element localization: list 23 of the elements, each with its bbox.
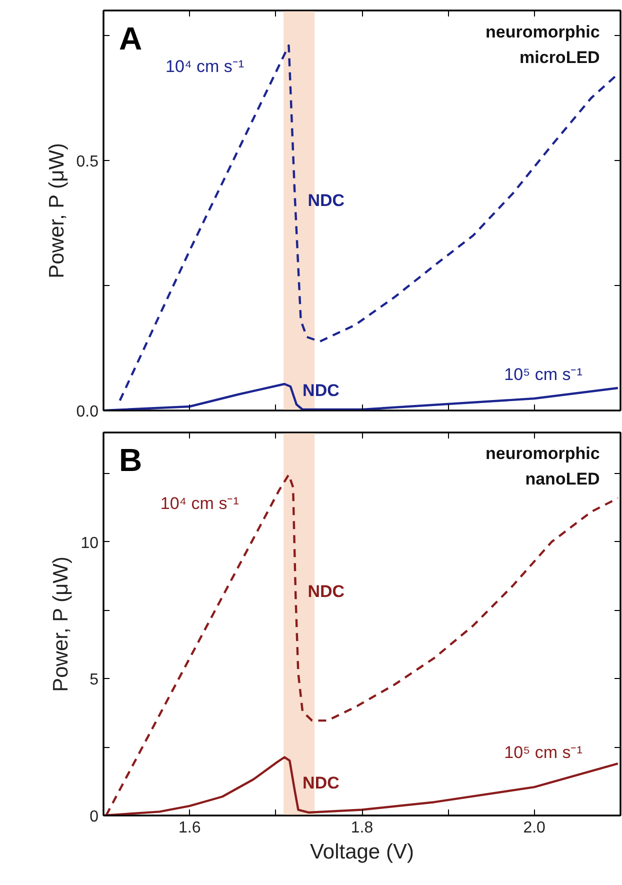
text: neuromorphic nanoLED — [486, 444, 600, 489]
x-axis-title: Voltage (V) — [310, 840, 414, 864]
x-tick-label: 1.8 — [350, 820, 374, 836]
annotation: NDC — [308, 191, 345, 210]
annotation: NDC — [302, 381, 340, 400]
y-tick-label: 10 — [80, 534, 99, 552]
y-axis-title: Power, P (μW) — [45, 142, 68, 278]
annotation: NDC — [302, 773, 340, 792]
y-axis-title: Power, P (μW) — [50, 556, 73, 692]
chart-title: A — [119, 20, 142, 56]
chart-title: B — [119, 442, 142, 478]
y-tick-label: 5 — [90, 672, 99, 689]
annotation: 10⁵ cm s⁻¹ — [504, 365, 583, 384]
y-tick-label: 0.0 — [76, 404, 99, 420]
y-tick-label: 0.5 — [76, 154, 99, 170]
annotation: 10⁴ cm s⁻¹ — [166, 57, 244, 76]
annotation: 10⁴ cm s⁻¹ — [160, 494, 240, 513]
x-tick-label: 2.0 — [523, 820, 546, 836]
annotation: NDC — [308, 582, 345, 601]
y-tick-label: 0 — [90, 808, 99, 826]
x-tick-label: 1.6 — [178, 820, 201, 836]
annotation: 10⁵ cm s⁻¹ — [504, 742, 583, 762]
text: neuromorphic microLED — [486, 22, 600, 68]
